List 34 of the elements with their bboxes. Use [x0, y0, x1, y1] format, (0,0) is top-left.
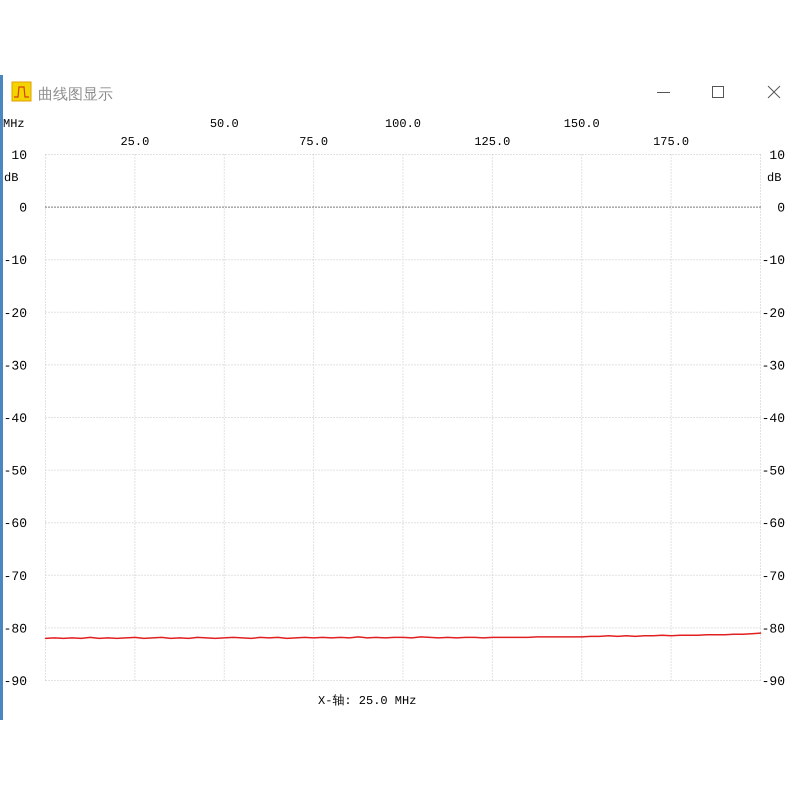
- x2-label: MHz: [3, 117, 25, 131]
- y-tick-label: -80: [4, 621, 27, 636]
- y2-tick-label: 10: [769, 148, 785, 163]
- y2-tick-label: -10: [762, 253, 785, 268]
- y-tick-label: -10: [4, 253, 27, 268]
- x-tick-label: 175.0: [653, 135, 690, 149]
- x2-tick-label: 100.0: [385, 117, 421, 131]
- y2-tick-label: -20: [762, 306, 785, 321]
- y2-tick-label: -40: [762, 411, 785, 426]
- x-tick-label: 25.0: [120, 135, 150, 149]
- y2-tick-label: -30: [762, 358, 785, 374]
- y-tick-label: -30: [4, 358, 27, 374]
- y2-tick-label: -80: [762, 621, 785, 636]
- y-tick-label: -70: [4, 568, 27, 584]
- y2-tick-label: -70: [762, 568, 785, 584]
- y-tick-label: -90: [4, 674, 27, 689]
- y-tick-label: -40: [4, 411, 27, 426]
- y-tick-label: -60: [4, 516, 27, 532]
- x-tick-label: 75.0: [299, 135, 328, 149]
- title: 曲线图显示: [38, 85, 113, 103]
- x2-tick-label: 50.0: [210, 117, 239, 131]
- y2-tick-label: 0: [777, 200, 785, 216]
- x-tick-label: 125.0: [474, 135, 510, 149]
- y-tick-label: 0: [19, 200, 27, 216]
- y2-tick-label: -90: [762, 674, 785, 689]
- y2-tick-label: -50: [762, 464, 785, 479]
- y2-label: dB: [767, 171, 782, 185]
- y-label: dB: [4, 171, 18, 185]
- x2-tick-label: 150.0: [564, 117, 600, 131]
- y-tick-label: -50: [4, 464, 27, 479]
- y-tick-label: 10: [11, 148, 27, 163]
- annotation: X-轴: 25.0 MHz: [318, 694, 416, 708]
- y2-tick-label: -60: [762, 516, 785, 532]
- y-tick-label: -20: [4, 306, 27, 321]
